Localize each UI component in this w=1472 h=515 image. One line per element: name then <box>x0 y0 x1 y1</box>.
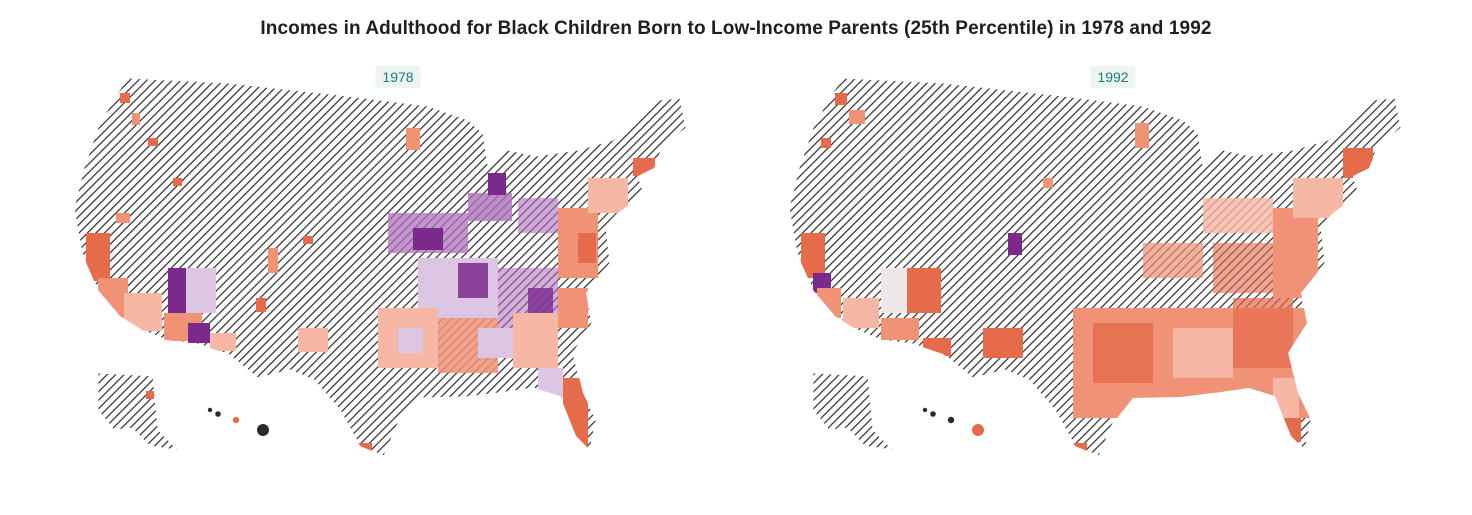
chart-title: Incomes in Adulthood for Black Children … <box>260 18 1212 39</box>
hawaii-islands <box>922 407 984 436</box>
county-fills-1978 <box>86 93 655 453</box>
alaska-outline <box>812 372 895 451</box>
us-county-map-1992 <box>788 77 1402 457</box>
map-panel-1978: 1978 <box>58 58 738 488</box>
map-panel-1992: 1992 <box>773 58 1453 488</box>
year-label-1978: 1978 <box>375 66 421 88</box>
year-label-1992: 1992 <box>1090 66 1136 88</box>
us-county-map-1978 <box>73 77 687 457</box>
alaska-outline <box>97 372 180 451</box>
hawaii-islands <box>207 407 269 436</box>
